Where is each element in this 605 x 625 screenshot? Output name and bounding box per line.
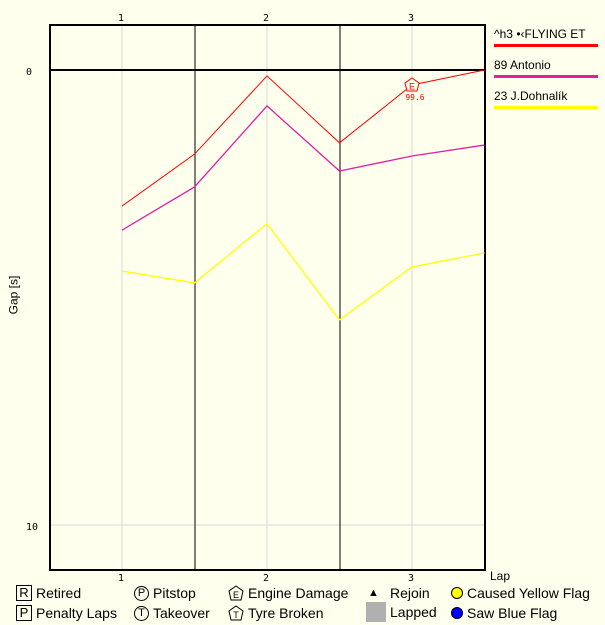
driver-name: ^h3 •‹FLYING ET xyxy=(494,27,586,41)
y-tick-10: 10 xyxy=(26,522,38,533)
key-label: Takeover xyxy=(153,605,210,621)
takeover-icon: T xyxy=(134,605,149,621)
svg-text:T: T xyxy=(233,610,239,620)
top-tick-3: 3 xyxy=(408,13,414,24)
plot-frame xyxy=(49,24,486,571)
legend-color-bar xyxy=(494,44,598,47)
blue-flag-icon xyxy=(451,607,463,619)
series-line-flying-et xyxy=(121,69,485,207)
svg-text:E: E xyxy=(233,590,239,600)
top-tick-2: 2 xyxy=(263,13,269,24)
key-penalty: P Penalty Laps xyxy=(16,605,117,621)
yellow-flag-icon xyxy=(451,587,463,599)
lapped-icon xyxy=(366,602,386,622)
key-lapped: Lapped xyxy=(366,602,437,622)
key-pitstop: P Pitstop xyxy=(134,585,196,601)
legend-driver-flying-et: ^h3 •‹FLYING ET xyxy=(494,27,598,47)
pitstop-icon: P xyxy=(134,585,149,601)
legend-color-bar xyxy=(494,106,598,109)
x-axis-label: Lap xyxy=(490,569,511,583)
engine-symbol: E xyxy=(409,82,415,92)
key-label: Penalty Laps xyxy=(36,605,117,621)
key-label: Engine Damage xyxy=(248,585,349,601)
retired-icon: R xyxy=(16,585,32,601)
bottom-tick-1: 1 xyxy=(118,573,124,584)
key-takeover: T Takeover xyxy=(134,605,210,621)
key-yellow-flag: Caused Yellow Flag xyxy=(451,585,590,601)
rejoin-icon: ▲ xyxy=(368,587,379,599)
bottom-tick-2: 2 xyxy=(263,573,269,584)
tyre-broken-icon: T xyxy=(228,605,244,621)
penalty-icon: P xyxy=(16,605,32,621)
key-retired: R Retired xyxy=(16,585,81,601)
series-line-dohnalik xyxy=(121,222,485,321)
pentagon-icon xyxy=(404,77,420,92)
bottom-tick-3: 3 xyxy=(408,573,414,584)
annotation-value: 99.6 xyxy=(405,93,424,102)
engine-damage-marker: E 99.6 xyxy=(404,77,425,102)
legend-color-bar xyxy=(494,75,598,78)
key-tyre: T Tyre Broken xyxy=(228,605,323,621)
key-engine: E Engine Damage xyxy=(228,585,348,601)
y-axis-label: Gap [s] xyxy=(6,275,21,315)
key-blue-flag: Saw Blue Flag xyxy=(451,605,557,621)
legend-driver-antonio: 89 Antonio xyxy=(494,58,598,78)
key-rejoin: ▲ Rejoin xyxy=(368,585,430,601)
key-label: Rejoin xyxy=(390,585,430,601)
key-label: Retired xyxy=(36,585,82,601)
top-tick-1: 1 xyxy=(118,13,124,24)
key-label: Saw Blue Flag xyxy=(467,605,558,621)
key-label: Caused Yellow Flag xyxy=(467,585,590,601)
legend-driver-dohnalik: 23 J.Dohnalík xyxy=(494,89,598,109)
key-label: Lapped xyxy=(390,604,437,620)
driver-name: 89 Antonio xyxy=(494,58,551,72)
key-label: Tyre Broken xyxy=(248,605,324,621)
driver-name: 23 J.Dohnalík xyxy=(494,89,568,103)
key-label: Pitstop xyxy=(153,585,196,601)
engine-damage-icon: E xyxy=(228,585,244,601)
series-line-antonio xyxy=(121,105,485,231)
y-tick-0: 0 xyxy=(26,67,32,78)
